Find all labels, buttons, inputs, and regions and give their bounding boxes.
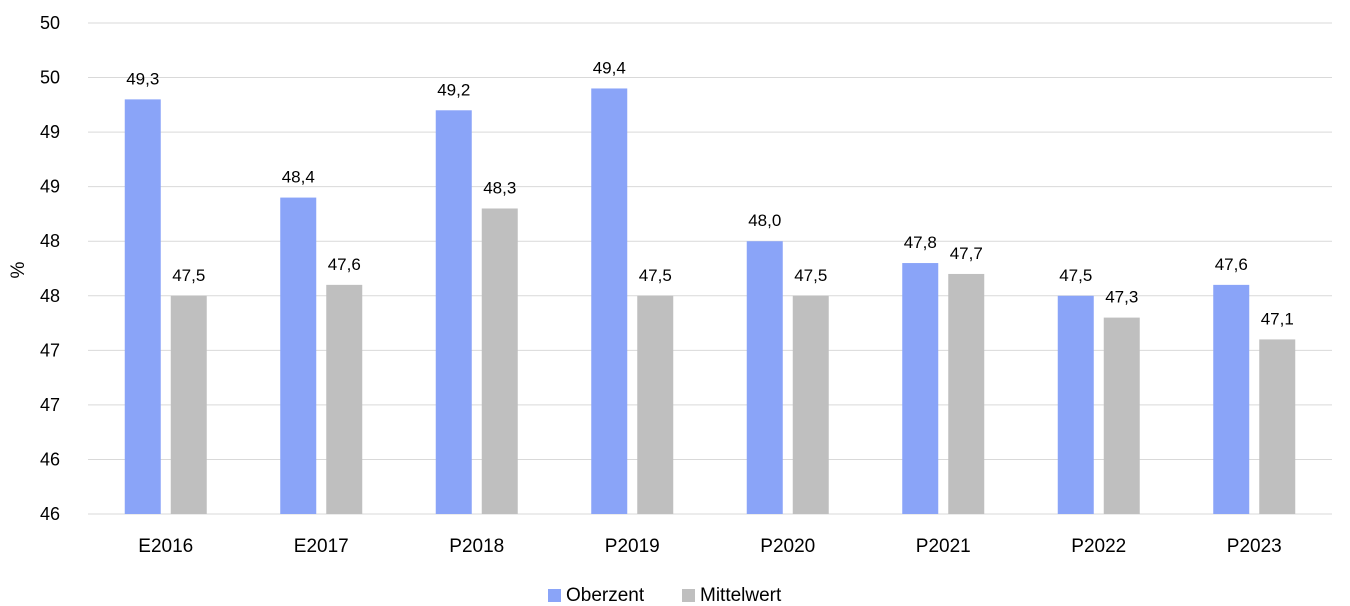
gridlines	[88, 22, 1332, 515]
data-labels: 49,3 47,5 48,4 47,6 49,2 48,3 49,4 47,5 48,0 47,5…	[126, 58, 1294, 328]
data-label: 49,3	[126, 69, 159, 88]
y-tick-label: 46	[40, 504, 60, 524]
data-label: 49,2	[437, 80, 470, 99]
bar-mittelwert-p2022	[1103, 317, 1140, 514]
bar-oberzent-e2017	[280, 197, 317, 515]
x-tick-label: E2017	[294, 536, 349, 557]
legend-item-mittelwert: Mittelwert	[682, 585, 782, 606]
x-tick-label: P2019	[605, 536, 660, 557]
bar-oberzent-p2018	[435, 110, 472, 515]
x-tick-label: P2023	[1227, 536, 1282, 557]
x-axis-categories: E2016 E2017 P2018 P2019 P2020 P2021 P2022 P2023	[138, 536, 1281, 557]
data-label: 47,5	[1059, 266, 1092, 285]
bar-oberzent-p2021	[902, 263, 939, 514]
legend-label: Oberzent	[566, 585, 645, 606]
bar-mittelwert-p2018	[481, 208, 518, 514]
data-label: 47,1	[1261, 309, 1294, 328]
bar-mittelwert-p2023	[1259, 339, 1296, 514]
y-axis-ticks: 46 46 47 47 48 48 49 49 50 50	[40, 13, 60, 524]
bar-mittelwert-e2016	[170, 295, 207, 514]
bar-oberzent-e2016	[124, 99, 161, 514]
bar-oberzent-p2023	[1213, 284, 1250, 514]
x-tick-label: P2022	[1071, 536, 1126, 557]
x-tick-label: P2018	[449, 536, 504, 557]
data-label: 47,6	[1215, 255, 1248, 274]
bar-mittelwert-p2019	[637, 295, 674, 514]
legend: Oberzent Mittelwert	[548, 585, 782, 606]
bar-mittelwert-p2020	[792, 295, 829, 514]
y-tick-label: 48	[40, 286, 60, 306]
y-tick-label: 50	[40, 68, 60, 88]
bar-oberzent-p2020	[746, 241, 783, 514]
y-tick-label: 47	[40, 395, 60, 415]
data-label: 47,8	[904, 233, 937, 252]
data-label: 48,0	[748, 211, 781, 230]
bars	[124, 88, 1296, 515]
legend-swatch	[548, 589, 561, 602]
bar-mittelwert-p2021	[948, 273, 985, 514]
data-label: 47,6	[328, 255, 361, 274]
data-label: 47,5	[794, 266, 827, 285]
y-tick-label: 50	[40, 13, 60, 33]
data-label: 48,4	[282, 168, 315, 187]
y-tick-label: 47	[40, 340, 60, 360]
y-tick-label: 46	[40, 449, 60, 469]
legend-item-oberzent: Oberzent	[548, 585, 645, 606]
legend-swatch	[682, 589, 695, 602]
data-label: 47,5	[172, 266, 205, 285]
x-tick-label: P2020	[760, 536, 815, 557]
data-label: 47,7	[950, 244, 983, 263]
y-tick-label: 49	[40, 177, 60, 197]
data-label: 47,5	[639, 266, 672, 285]
bar-oberzent-p2019	[591, 88, 628, 514]
data-label: 49,4	[593, 58, 626, 77]
y-tick-label: 48	[40, 231, 60, 251]
bar-oberzent-p2022	[1057, 295, 1094, 514]
x-tick-label: P2021	[916, 536, 971, 557]
legend-label: Mittelwert	[700, 585, 782, 606]
x-tick-label: E2016	[138, 536, 193, 557]
data-label: 48,3	[483, 178, 516, 197]
y-axis-title: %	[8, 261, 29, 278]
y-tick-label: 49	[40, 122, 60, 142]
data-label: 47,3	[1105, 288, 1138, 307]
bar-mittelwert-e2017	[326, 284, 363, 514]
